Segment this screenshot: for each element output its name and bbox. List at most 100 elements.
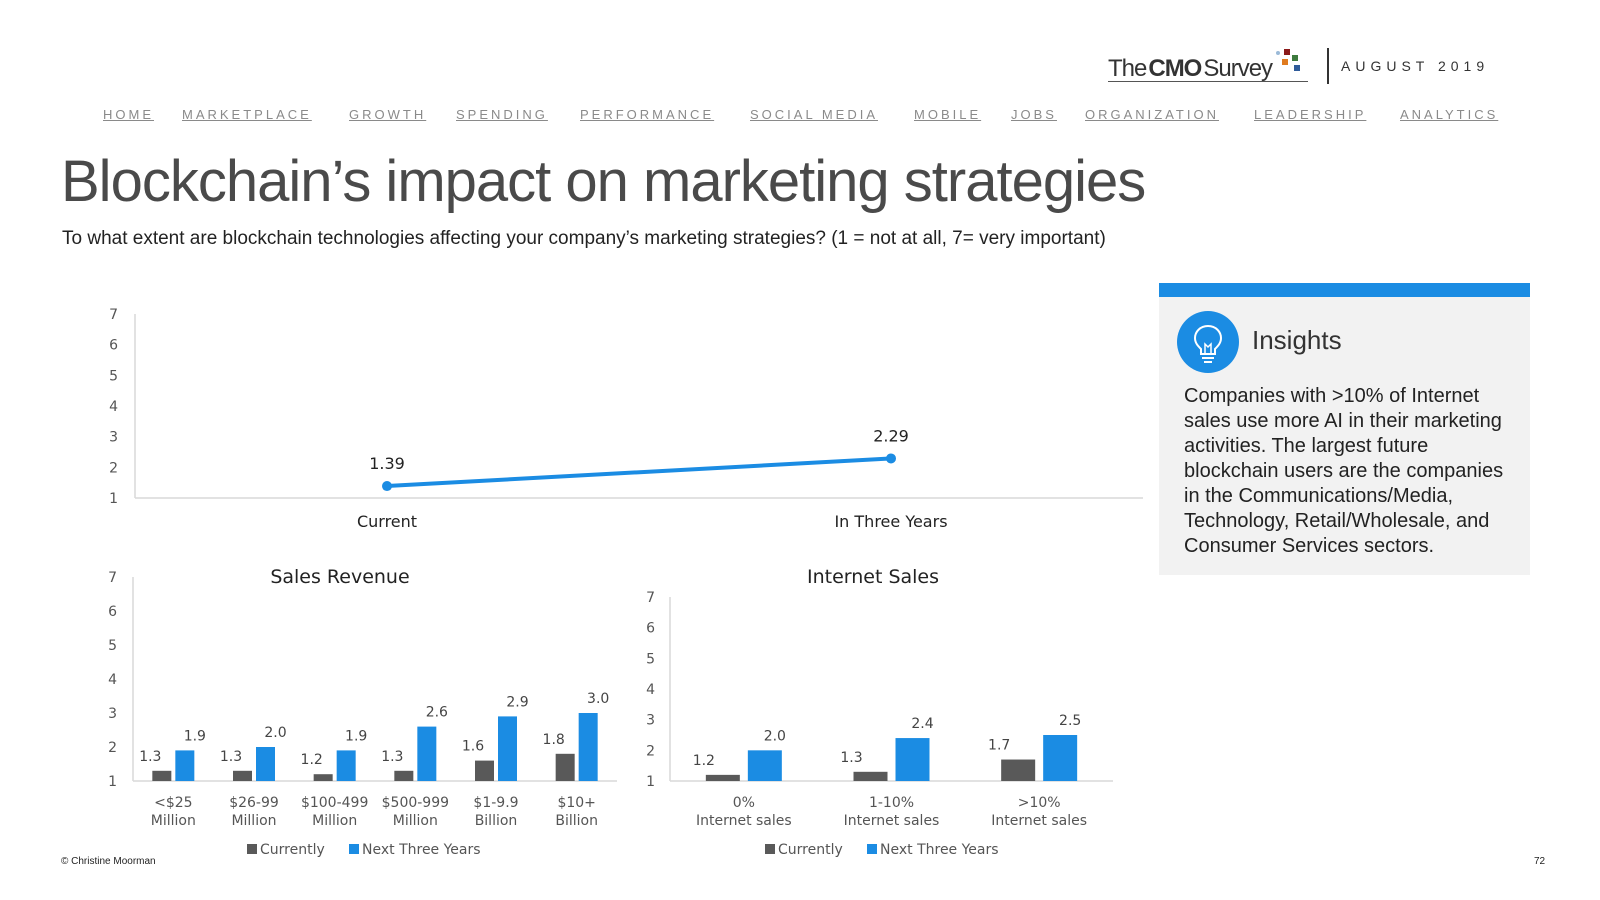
insights-text: Companies with >10% of Internet sales us… bbox=[1184, 385, 1504, 557]
sales-revenue-bar-label: 2.9 bbox=[506, 694, 528, 710]
sales-revenue-legend-swatch-next bbox=[349, 844, 359, 854]
sales-revenue-category-label: Million bbox=[393, 813, 438, 829]
sales-revenue-legend-label: Next Three Years bbox=[362, 842, 481, 858]
nav-spending[interactable]: SPENDING bbox=[456, 107, 548, 122]
sales-revenue-bar-label: 1.3 bbox=[139, 749, 161, 765]
brand-dots-icon bbox=[1274, 49, 1302, 77]
brand-logo-text: The CMO Survey bbox=[1108, 55, 1273, 83]
sales-revenue-y-tick: 6 bbox=[108, 604, 117, 620]
sales-revenue-bar-currently bbox=[394, 770, 414, 781]
internet-sales-legend-label: Currently bbox=[778, 842, 843, 858]
internet-sales-y-tick: 7 bbox=[646, 590, 655, 606]
lightbulb-icon bbox=[1177, 311, 1239, 373]
brand-separator bbox=[1327, 48, 1329, 84]
internet-sales-y-tick: 6 bbox=[646, 621, 655, 637]
sales-revenue-category-label: $10+ bbox=[557, 795, 595, 811]
internet-sales-bar-next-three-years bbox=[747, 750, 782, 781]
nav-organization[interactable]: ORGANIZATION bbox=[1085, 107, 1219, 122]
brand-suffix: Survey bbox=[1203, 55, 1273, 82]
survey-question: To what extent are blockchain technologi… bbox=[62, 228, 1106, 249]
sales-revenue-bar-next-three-years bbox=[417, 726, 437, 781]
trend-point bbox=[886, 453, 896, 464]
sales-revenue-legend-label: Currently bbox=[260, 842, 325, 858]
nav-performance[interactable]: PERFORMANCE bbox=[580, 107, 715, 122]
sales-revenue-bar-label: 2.6 bbox=[426, 705, 448, 721]
insights-accent-bar bbox=[1159, 283, 1530, 297]
page-number: 72 bbox=[1534, 856, 1546, 867]
sales-revenue-y-tick: 2 bbox=[108, 740, 117, 756]
trend-y-tick: 6 bbox=[109, 338, 118, 354]
sales-revenue-category-label: Million bbox=[151, 813, 196, 829]
internet-sales-category-label: Internet sales bbox=[991, 813, 1087, 829]
sales-revenue-legend-swatch-currently bbox=[247, 844, 257, 854]
sales-revenue-bar-next-three-years bbox=[498, 716, 517, 781]
internet-sales-category-label: >10% bbox=[1018, 795, 1061, 811]
brand-logo: The CMO Survey bbox=[1108, 48, 1308, 90]
internet-sales-bar-next-three-years bbox=[895, 738, 930, 781]
sales-revenue-title: Sales Revenue bbox=[270, 566, 409, 588]
sales-revenue-y-tick: 7 bbox=[108, 570, 117, 586]
internet-sales-bar-label: 2.5 bbox=[1059, 713, 1081, 729]
trend-y-tick: 4 bbox=[109, 399, 118, 415]
trend-y-tick: 2 bbox=[109, 460, 118, 476]
sales-revenue-y-tick: 1 bbox=[108, 774, 117, 790]
nav-mobile[interactable]: MOBILE bbox=[914, 107, 982, 122]
trend-value-label: 1.39 bbox=[369, 454, 405, 473]
sales-revenue-bar-label: 1.9 bbox=[345, 728, 367, 744]
trend-category-label: Current bbox=[357, 512, 417, 531]
sales-revenue-bar-label: 1.3 bbox=[381, 749, 403, 765]
sales-revenue-category-label: Million bbox=[312, 813, 357, 829]
sales-revenue-bar-next-three-years bbox=[256, 747, 275, 781]
nav-social-media[interactable]: SOCIAL MEDIA bbox=[750, 107, 878, 122]
sales-revenue-category-label: $1-9.9 bbox=[473, 795, 518, 811]
sales-revenue-bar-label: 1.3 bbox=[220, 749, 242, 765]
sales-revenue-bar-currently bbox=[152, 770, 172, 781]
trend-point bbox=[382, 481, 392, 492]
internet-sales-bar-currently bbox=[853, 771, 888, 781]
trend-line bbox=[386, 456, 892, 489]
trend-y-tick: 7 bbox=[109, 307, 118, 323]
internet-sales-y-tick: 2 bbox=[646, 743, 655, 759]
nav-home[interactable]: HOME bbox=[103, 107, 154, 122]
trend-category-label: In Three Years bbox=[834, 512, 947, 531]
brand-bold: CMO bbox=[1148, 55, 1202, 82]
internet-sales-category-label: Internet sales bbox=[696, 813, 792, 829]
nav-analytics[interactable]: ANALYTICS bbox=[1400, 107, 1499, 122]
sales-revenue-category-label: Million bbox=[231, 813, 276, 829]
sales-revenue-bar-next-three-years bbox=[578, 713, 598, 781]
sales-revenue-category-label: Billion bbox=[475, 813, 518, 829]
sales-revenue-category-label: $100-499 bbox=[301, 795, 368, 811]
trend-y-tick: 5 bbox=[109, 368, 118, 384]
trend-y-tick: 3 bbox=[109, 430, 118, 446]
sales-revenue-bar-label: 2.0 bbox=[264, 725, 286, 741]
page-title: Blockchain’s impact on marketing strateg… bbox=[61, 149, 1146, 214]
internet-sales-bar-label: 1.2 bbox=[693, 753, 715, 769]
sales-revenue-y-tick: 4 bbox=[108, 672, 117, 688]
sales-revenue-category-label: $500-999 bbox=[382, 795, 449, 811]
nav-jobs[interactable]: JOBS bbox=[1011, 107, 1057, 122]
internet-sales-y-tick: 5 bbox=[646, 651, 655, 667]
sales-revenue-category-label: $26-99 bbox=[229, 795, 279, 811]
sales-revenue-category-label: <$25 bbox=[154, 795, 192, 811]
internet-sales-category-label: Internet sales bbox=[844, 813, 940, 829]
copyright: © Christine Moorman bbox=[61, 856, 156, 867]
sales-revenue-bar-currently bbox=[475, 760, 494, 781]
internet-sales-bar-label: 2.4 bbox=[911, 716, 933, 732]
sales-revenue-bar-next-three-years bbox=[175, 750, 195, 781]
brand-underline bbox=[1108, 81, 1308, 82]
nav-marketplace[interactable]: MARKETPLACE bbox=[182, 107, 312, 122]
internet-sales-legend-swatch-currently bbox=[765, 844, 775, 854]
sales-revenue-bar-currently bbox=[555, 753, 575, 781]
nav-leadership[interactable]: LEADERSHIP bbox=[1254, 107, 1367, 122]
internet-sales-legend-label: Next Three Years bbox=[880, 842, 999, 858]
internet-sales-bar-next-three-years bbox=[1043, 735, 1078, 781]
internet-sales-bar-label: 1.7 bbox=[988, 738, 1010, 754]
nav-growth[interactable]: GROWTH bbox=[349, 107, 427, 122]
sales-revenue-category-label: Billion bbox=[555, 813, 598, 829]
internet-sales-title: Internet Sales bbox=[807, 566, 939, 588]
insights-title: Insights bbox=[1252, 325, 1342, 355]
trend-y-tick: 1 bbox=[109, 491, 118, 507]
sales-revenue-bar-label: 1.9 bbox=[184, 728, 206, 744]
insights-panel: Insights Companies with >10% of Internet… bbox=[1159, 283, 1530, 575]
